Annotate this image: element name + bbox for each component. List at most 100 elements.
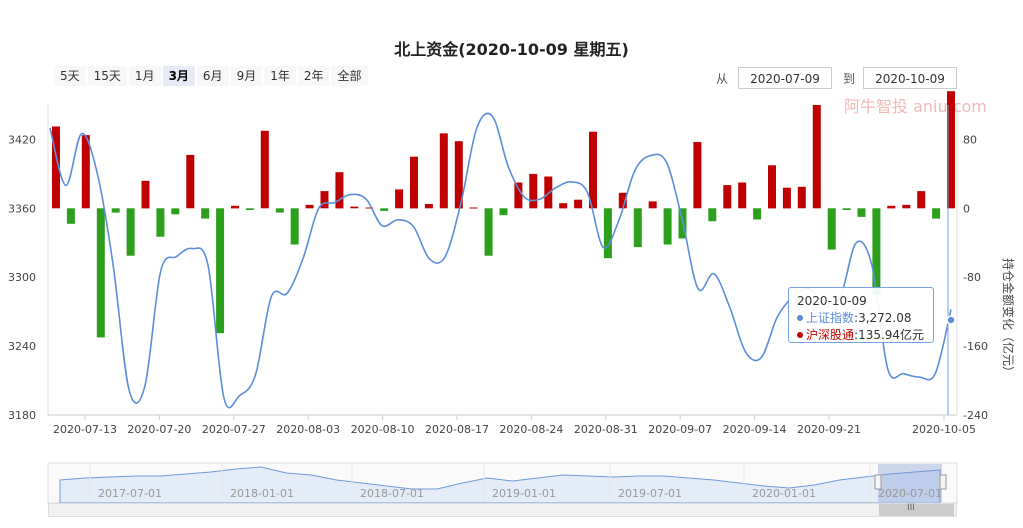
flow-bar: [52, 126, 60, 209]
flow-bar: [499, 208, 508, 216]
flow-bar: [201, 208, 210, 219]
flow-bar: [693, 142, 702, 209]
range-1y-button[interactable]: 1年: [264, 66, 296, 86]
flow-bar: [469, 207, 478, 209]
tooltip-row-flow: 沪深股通:135.94亿元: [797, 327, 925, 344]
flow-bar: [574, 199, 583, 209]
range-5d-button[interactable]: 5天: [54, 66, 86, 86]
flow-bar: [171, 208, 180, 215]
x-axis-tick-label: 2020-08-03: [276, 423, 340, 436]
watermark-logo: 阿牛智投 aniu.com: [844, 97, 987, 116]
chart-title: 北上资金(2020-10-09 星期五): [394, 40, 629, 59]
range-selector: 5天 15天 1月 3月 6月 9月 1年 2年 全部: [54, 66, 368, 86]
flow-bar: [648, 201, 657, 209]
navigator-selection: [878, 464, 942, 502]
flow-bar: [424, 204, 433, 209]
flow-bar: [589, 131, 597, 209]
range-3m-button[interactable]: 3月: [162, 66, 195, 86]
tooltip-index-dot: [797, 315, 803, 321]
left-axis-tick-label: 3180: [8, 409, 36, 422]
flow-bar: [633, 208, 642, 248]
flow-bar: [410, 156, 418, 209]
flow-bar: [350, 206, 359, 209]
flow-bar: [902, 204, 911, 209]
right-axis-tick-label: 80: [963, 133, 977, 146]
flow-bar: [917, 191, 926, 209]
flow-bar: [231, 205, 239, 209]
left-axis-tick-label: 3360: [8, 202, 36, 215]
tooltip-flow-dot: [797, 332, 803, 338]
scrollbar-thumb[interactable]: III: [879, 503, 954, 516]
range-1m-button[interactable]: 1月: [128, 66, 161, 86]
flow-bar: [275, 208, 284, 213]
left-axis-tick-label: 3420: [8, 133, 36, 146]
navigator-series: [59, 466, 941, 504]
navigator-date-label: 2019-01-01: [492, 487, 556, 500]
flow-bar: [141, 180, 150, 209]
flow-bar: [454, 141, 463, 209]
flow-bar: [857, 208, 866, 217]
x-axis-tick-label: 2020-08-10: [351, 423, 415, 436]
flow-bar: [544, 176, 553, 209]
x-axis-tick-label: 2020-09-14: [723, 423, 787, 436]
navigator-handle-left: [874, 474, 882, 490]
range-9m-button[interactable]: 9月: [230, 66, 263, 86]
from-label: 从: [716, 72, 729, 86]
flow-bar: [782, 187, 791, 209]
flow-bar: [947, 91, 955, 209]
right-axis-tick-label: -80: [963, 271, 981, 284]
flow-bar: [111, 208, 120, 213]
tooltip: 2020-10-09 上证指数:3,272.08 沪深股通:135.94亿元: [788, 287, 934, 343]
flow-bar: [156, 208, 165, 237]
x-axis-tick-label: 2020-09-21: [797, 423, 861, 436]
flow-bar: [663, 208, 672, 245]
left-axis-tick-label: 3300: [8, 271, 36, 284]
range-15d-button[interactable]: 15天: [87, 66, 127, 86]
left-axis-tick-label: 3240: [8, 340, 36, 353]
x-axis-tick-label: 2020-08-17: [425, 423, 489, 436]
x-axis-tick-label: 2020-08-24: [499, 423, 563, 436]
flow-bar: [260, 130, 269, 209]
flow-bar: [290, 208, 299, 245]
x-axis-tick-label: 2020-07-27: [202, 423, 266, 436]
range-all-button[interactable]: 全部: [331, 66, 368, 86]
flow-bar: [514, 182, 523, 209]
x-axis-tick-label: 2020-08-31: [574, 423, 638, 436]
tooltip-index-label: 上证指数: [806, 311, 855, 325]
scrollbar[interactable]: III: [48, 503, 957, 517]
flow-bar: [439, 133, 448, 209]
flow-bar: [320, 191, 329, 209]
flow-bar: [872, 208, 881, 295]
x-axis-tick-label: 2020-09-07: [648, 423, 712, 436]
flow-bar: [708, 208, 717, 222]
flow-bar: [753, 208, 762, 220]
flow-bar: [245, 208, 254, 210]
range-2y-button[interactable]: 2年: [297, 66, 330, 86]
to-label: 到: [843, 72, 856, 86]
flow-bar: [618, 192, 627, 209]
right-axis-tick-label: -160: [963, 340, 988, 353]
navigator-date-label: 2020-07-01: [878, 487, 942, 500]
navigator-date-label: 2017-07-01: [98, 487, 162, 500]
flow-bar: [827, 208, 836, 250]
x-axis-tick-label: 2020-10-05: [912, 423, 976, 436]
navigator-date-label: 2020-01-01: [752, 487, 816, 500]
navigator-handle-right: [939, 474, 947, 490]
flow-bar: [529, 173, 538, 209]
from-date-input[interactable]: 2020-07-09: [738, 67, 832, 89]
flow-bar: [380, 208, 389, 211]
tooltip-flow-label: 沪深股通: [806, 328, 855, 342]
flow-bar: [186, 154, 195, 209]
tooltip-date: 2020-10-09: [797, 294, 867, 308]
scrollbar-grip: III: [907, 503, 915, 513]
flow-bar: [305, 204, 314, 209]
flow-bar: [797, 186, 806, 209]
flow-bar: [723, 185, 732, 209]
flow-bar: [66, 208, 75, 224]
to-date-input[interactable]: 2020-10-09: [863, 67, 957, 89]
navigator-date-label: 2018-01-01: [230, 487, 294, 500]
right-axis-tick-label: 0: [963, 202, 970, 215]
range-6m-button[interactable]: 6月: [196, 66, 229, 86]
flow-bar: [335, 172, 344, 209]
